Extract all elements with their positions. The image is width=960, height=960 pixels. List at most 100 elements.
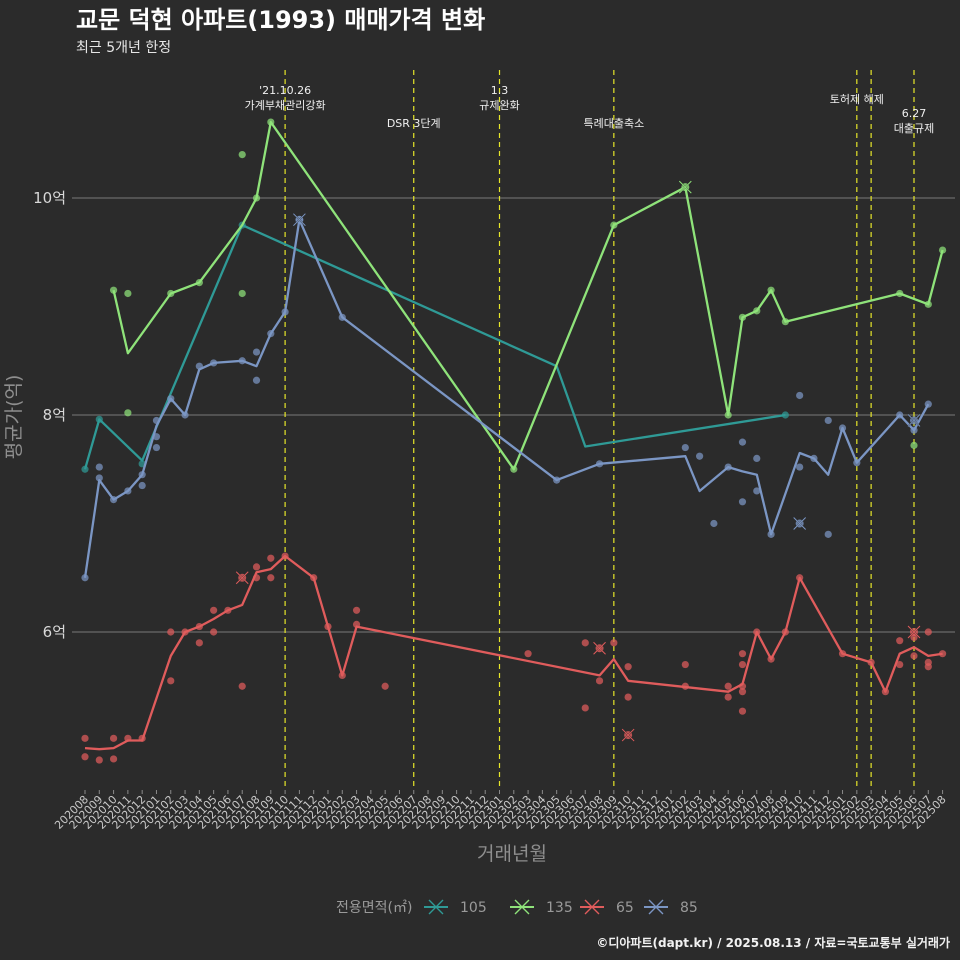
data-point [95, 474, 103, 482]
data-point [796, 463, 804, 471]
series-layer [81, 118, 947, 764]
event-label: 토허제 해제 [830, 92, 884, 106]
legend-label: 85 [680, 900, 698, 916]
data-point [210, 628, 218, 636]
data-point [152, 443, 161, 452]
data-point [595, 677, 604, 685]
legend: 전용면적(㎡) 105 135 65 85 [336, 899, 698, 916]
legend-label: 105 [460, 900, 487, 916]
data-point [238, 682, 246, 690]
data-point [738, 650, 747, 658]
legend-label: 65 [616, 900, 634, 916]
legend-key-cross [428, 899, 444, 915]
data-point [238, 151, 246, 159]
legend-item-85: 85 [644, 899, 698, 916]
data-point [753, 487, 761, 495]
legend-key-cross [648, 899, 664, 915]
data-point [738, 707, 747, 715]
series-line [83, 218, 930, 578]
data-point [238, 289, 246, 298]
data-point [924, 663, 932, 671]
series-line [84, 554, 943, 751]
cross-marker-outline [678, 180, 692, 194]
grid-lines [72, 197, 955, 633]
data-point [167, 628, 175, 636]
data-point [938, 246, 947, 254]
data-point [910, 441, 918, 449]
data-point [81, 734, 89, 742]
legend-label: 135 [546, 900, 573, 916]
data-point [138, 481, 146, 490]
data-point [624, 693, 632, 701]
legend-title: 전용면적(㎡) [336, 900, 412, 916]
data-point [681, 443, 689, 452]
legend-item-105: 105 [424, 899, 487, 916]
series-65 [81, 552, 947, 764]
legend-item-135: 135 [510, 899, 573, 916]
data-point [696, 452, 704, 460]
data-point [910, 633, 918, 642]
data-point [352, 606, 361, 614]
series-85 [81, 213, 932, 582]
y-axis-ticks: 6억 8억 10억 [33, 189, 66, 641]
data-point [724, 682, 732, 690]
event-label: 1.3 [491, 84, 509, 97]
source-caption: ©디아파트(dapt.kr) / 2025.08.13 / 자료=국토교통부 실… [596, 935, 950, 950]
event-label: 6.27 [902, 107, 927, 120]
data-point [681, 660, 689, 669]
y-axis-title: 평균가(억) [3, 375, 25, 460]
cross-marker-outline [235, 571, 249, 585]
data-point [381, 682, 389, 690]
data-point [710, 519, 718, 528]
data-point [124, 409, 132, 417]
data-point [924, 628, 932, 636]
data-point [252, 563, 261, 571]
data-point [896, 660, 904, 669]
x-axis-title: 거래년월 [477, 843, 547, 865]
legend-key-cross [514, 899, 530, 915]
data-point [167, 677, 175, 685]
data-point [81, 753, 89, 761]
data-point [210, 606, 218, 614]
cross-marker-outline [593, 641, 606, 655]
data-point [524, 650, 532, 658]
data-point [252, 376, 261, 384]
event-label: 대출규제 [894, 122, 934, 135]
cross-marker-outline [907, 625, 921, 639]
event-label: DSR 3단계 [387, 117, 441, 130]
event-label: 특례대출축소 [583, 117, 644, 130]
data-point [753, 454, 761, 462]
data-point [267, 554, 275, 562]
event-label: '21.10.26 [259, 84, 311, 97]
data-point [124, 289, 132, 298]
x-axis-ticks: 2020082020092020102020112020122021012021… [52, 790, 949, 832]
data-point [109, 755, 118, 763]
data-point [581, 639, 589, 647]
data-point [738, 438, 747, 446]
chart-subtitle: 최근 5개년 한정 [76, 40, 171, 56]
event-label: 가계부채관리강화 [245, 99, 326, 112]
data-point [738, 498, 747, 506]
cross-marker-outline [793, 517, 807, 530]
data-point [796, 391, 804, 400]
event-label: 규제완화 [479, 99, 519, 112]
data-point [109, 734, 118, 742]
data-point [910, 652, 918, 660]
legend-key-cross [584, 899, 600, 915]
cross-marker-outline [293, 213, 306, 227]
cross-marker-outline [907, 414, 921, 427]
data-point [738, 660, 747, 669]
chart-title: 교문 덕현 아파트(1993) 매매가격 변화 [76, 6, 485, 34]
data-point [610, 639, 618, 647]
data-point [724, 693, 732, 701]
data-point [624, 663, 632, 671]
data-point [738, 688, 747, 696]
data-point [267, 574, 275, 582]
y-tick-label: 6억 [43, 623, 66, 641]
data-point [95, 463, 103, 471]
data-point [252, 348, 261, 356]
data-point [95, 756, 103, 764]
y-tick-label: 10억 [33, 189, 66, 207]
cross-marker-outline [621, 728, 635, 742]
data-point [195, 639, 203, 647]
